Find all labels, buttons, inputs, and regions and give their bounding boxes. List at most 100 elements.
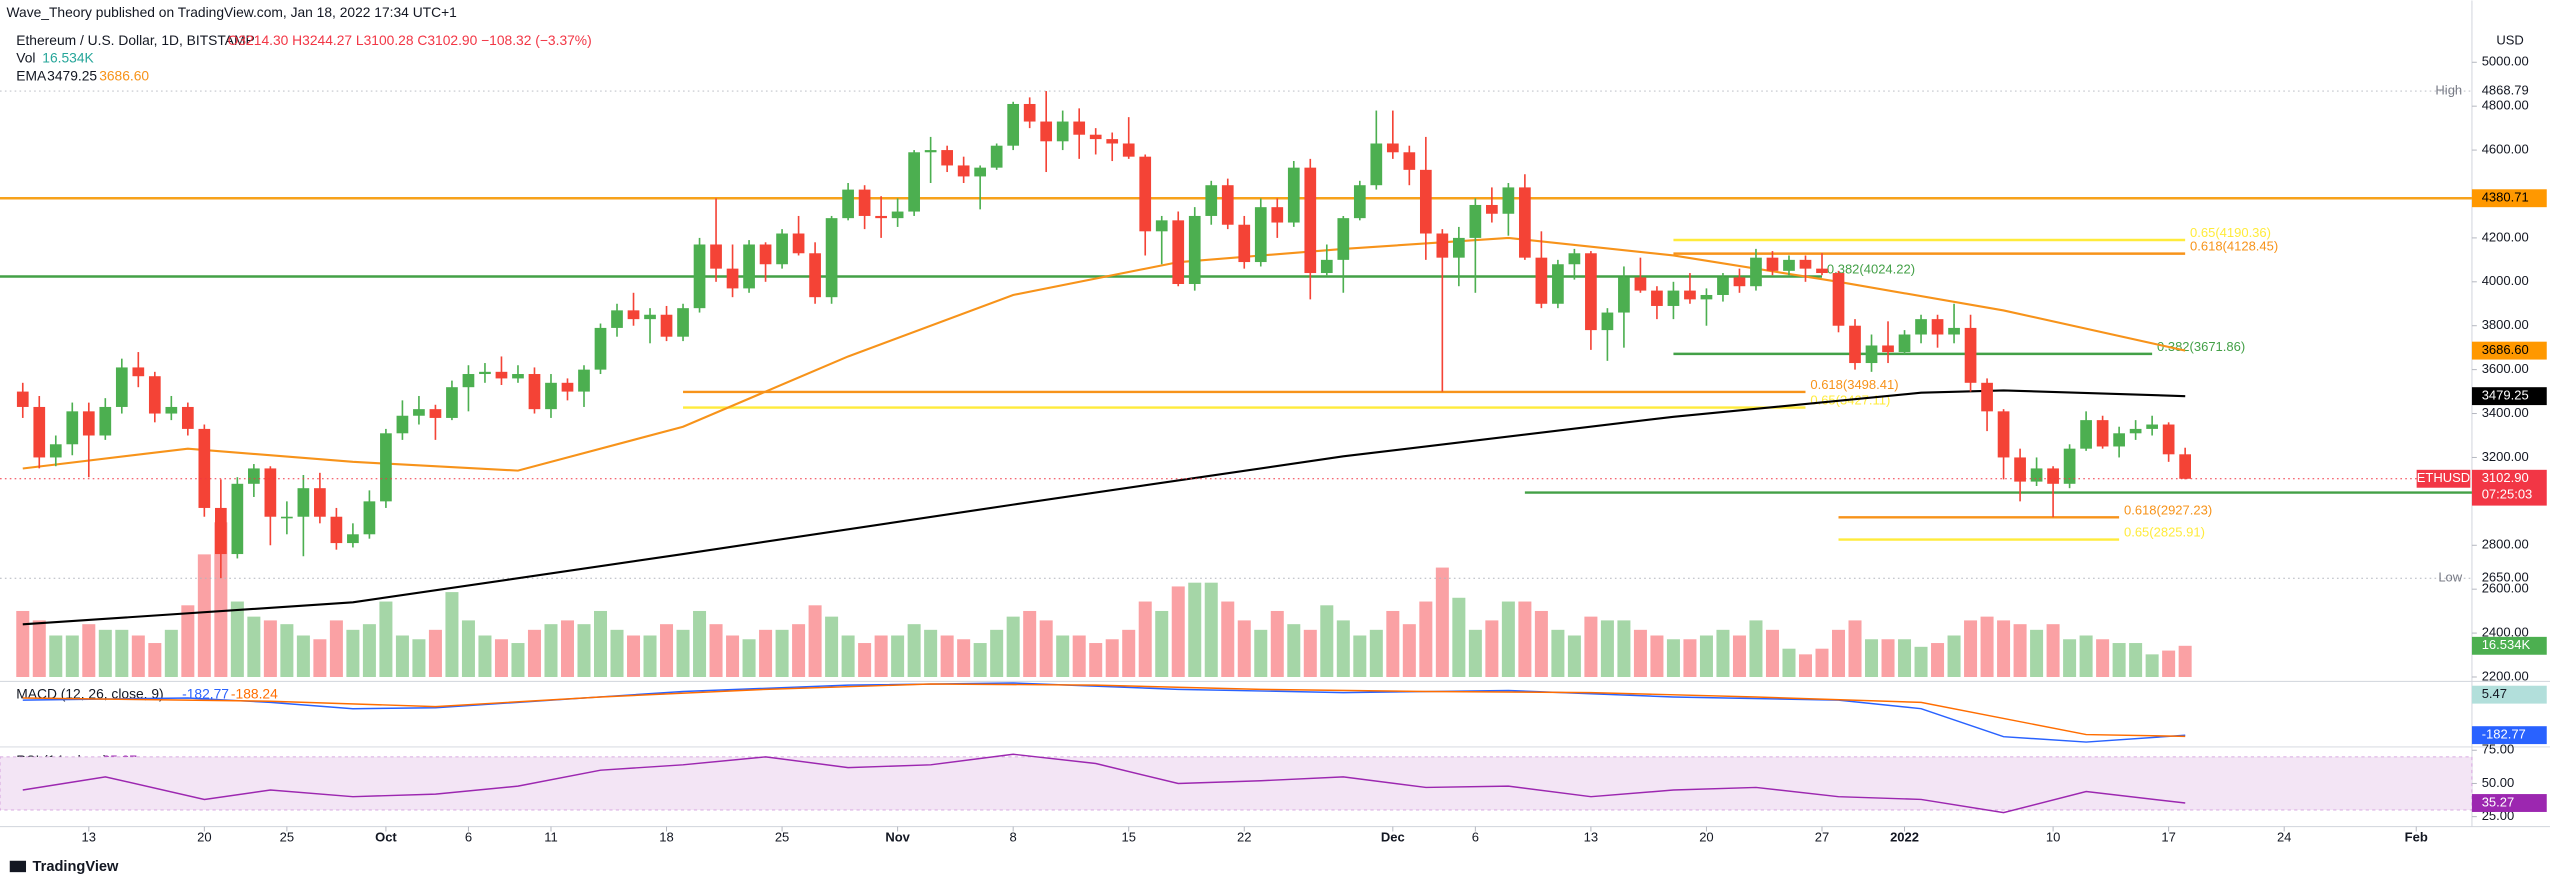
candle-body (99, 406, 112, 436)
volume-bar (792, 624, 806, 677)
volume-bar (148, 643, 162, 677)
published: Wave_Theory published on TradingView.com… (7, 4, 457, 20)
candle-body (710, 244, 722, 269)
volume-bar (1303, 629, 1317, 677)
candle-body (1238, 224, 1251, 263)
candle-body (148, 376, 161, 414)
x-tick-label: Dec (1381, 829, 1405, 844)
candle-body (1023, 103, 1036, 122)
candle-body (1254, 207, 1267, 263)
x-tick-label: Oct (375, 829, 397, 844)
volume-bar (627, 635, 641, 677)
candle-body (1651, 290, 1663, 306)
candle-body (2096, 420, 2109, 447)
volume-bar (1518, 601, 1532, 677)
candle-body (908, 152, 920, 212)
volume-bar (1353, 635, 1367, 677)
level-label: 0.65(4190.36) (2190, 225, 2271, 240)
candle-body (1766, 257, 1779, 271)
candle-body (611, 310, 623, 328)
volume-bar (131, 635, 145, 677)
volume-bar (1468, 629, 1482, 677)
x-tick-label: 10 (2046, 829, 2060, 844)
candle-body (809, 253, 821, 298)
candle-body (1832, 273, 1845, 326)
volume-bar (1419, 601, 1433, 677)
y-tick-label: 2200.00 (2482, 668, 2529, 683)
candle-body (1519, 187, 1531, 258)
volume-bar (1336, 620, 1350, 677)
price-badge (2471, 387, 2547, 406)
volume-bar (527, 629, 541, 677)
rsi-line (22, 753, 2186, 814)
candle-body (1122, 143, 1135, 157)
y-tick-label: 3800.00 (2482, 317, 2529, 332)
y-tick-label: 4800.00 (2482, 98, 2529, 113)
candle-body (2129, 428, 2142, 434)
level-label: 0.618(2927.23) (2124, 502, 2212, 517)
volume-bar (1617, 620, 1631, 677)
volume-bar (1865, 639, 1879, 677)
x-tick-label: 20 (197, 829, 211, 844)
volume-bar (759, 629, 773, 677)
marker-name: High (2435, 83, 2462, 98)
candle-body (2030, 468, 2043, 482)
candle-body (842, 189, 854, 219)
volume-bar (1914, 646, 1928, 677)
volume-bar (1023, 610, 1037, 677)
rsi-tick-label: 75.00 (2482, 742, 2515, 757)
volume-bar (610, 629, 624, 677)
candle-body (644, 314, 656, 320)
volume-bar (2079, 635, 2093, 677)
x-tick-label: 27 (1815, 829, 1829, 844)
price-badge-label: 3686.60 (2482, 342, 2529, 357)
volume-bar (1964, 620, 1978, 677)
candle-body (1205, 185, 1218, 216)
volume-bar (428, 629, 442, 677)
volume-bar (230, 601, 244, 677)
volume-bar (973, 643, 987, 677)
x-tick-label: 25 (775, 829, 789, 844)
x-tick-label: 11 (544, 829, 558, 844)
x-tick-label: 13 (1584, 829, 1598, 844)
candle-body (1535, 257, 1548, 304)
volume-bar (2030, 629, 2044, 677)
candle-body (347, 534, 359, 544)
candle-body (181, 406, 194, 429)
price-badge-label: 3479.25 (2482, 388, 2529, 403)
candle-body (660, 314, 673, 337)
volume-bar (1056, 635, 1070, 677)
candle-body (1783, 259, 1795, 271)
level-label: 0.65(2825.91) (2124, 525, 2205, 540)
volume-bar (990, 629, 1004, 677)
volume-bar (1732, 635, 1746, 677)
rsi-badge-label: 35.27 (2482, 794, 2515, 809)
volume-bar (1633, 629, 1647, 677)
volume-bar (214, 522, 228, 677)
volume-bar (775, 629, 789, 677)
macd-badge (2471, 726, 2547, 745)
candle-body (198, 428, 211, 508)
volume-bar (313, 639, 327, 677)
y-tick-label: 2400.00 (2482, 625, 2529, 640)
candle-body (1882, 345, 1894, 353)
candle-body (330, 516, 343, 544)
volume-bar (1551, 629, 1565, 677)
candle-body (1271, 207, 1284, 223)
macd-hist-badge (2471, 685, 2547, 704)
currency: USD (2496, 33, 2523, 48)
x-tick-label: 8 (1010, 829, 1017, 844)
candle-body (33, 406, 46, 458)
volume-bar (1567, 635, 1581, 677)
x-tick-label: 6 (1472, 829, 1479, 844)
volume-bar (1204, 582, 1218, 677)
candle-body (990, 145, 1003, 168)
volume-bar (1089, 643, 1103, 677)
volume-bar (1584, 616, 1598, 677)
volume-bar (1980, 616, 1994, 677)
candle-body (1750, 257, 1762, 287)
volume-bar (16, 610, 30, 677)
volume-bar (1947, 635, 1961, 677)
volume-bar (1699, 635, 1713, 677)
